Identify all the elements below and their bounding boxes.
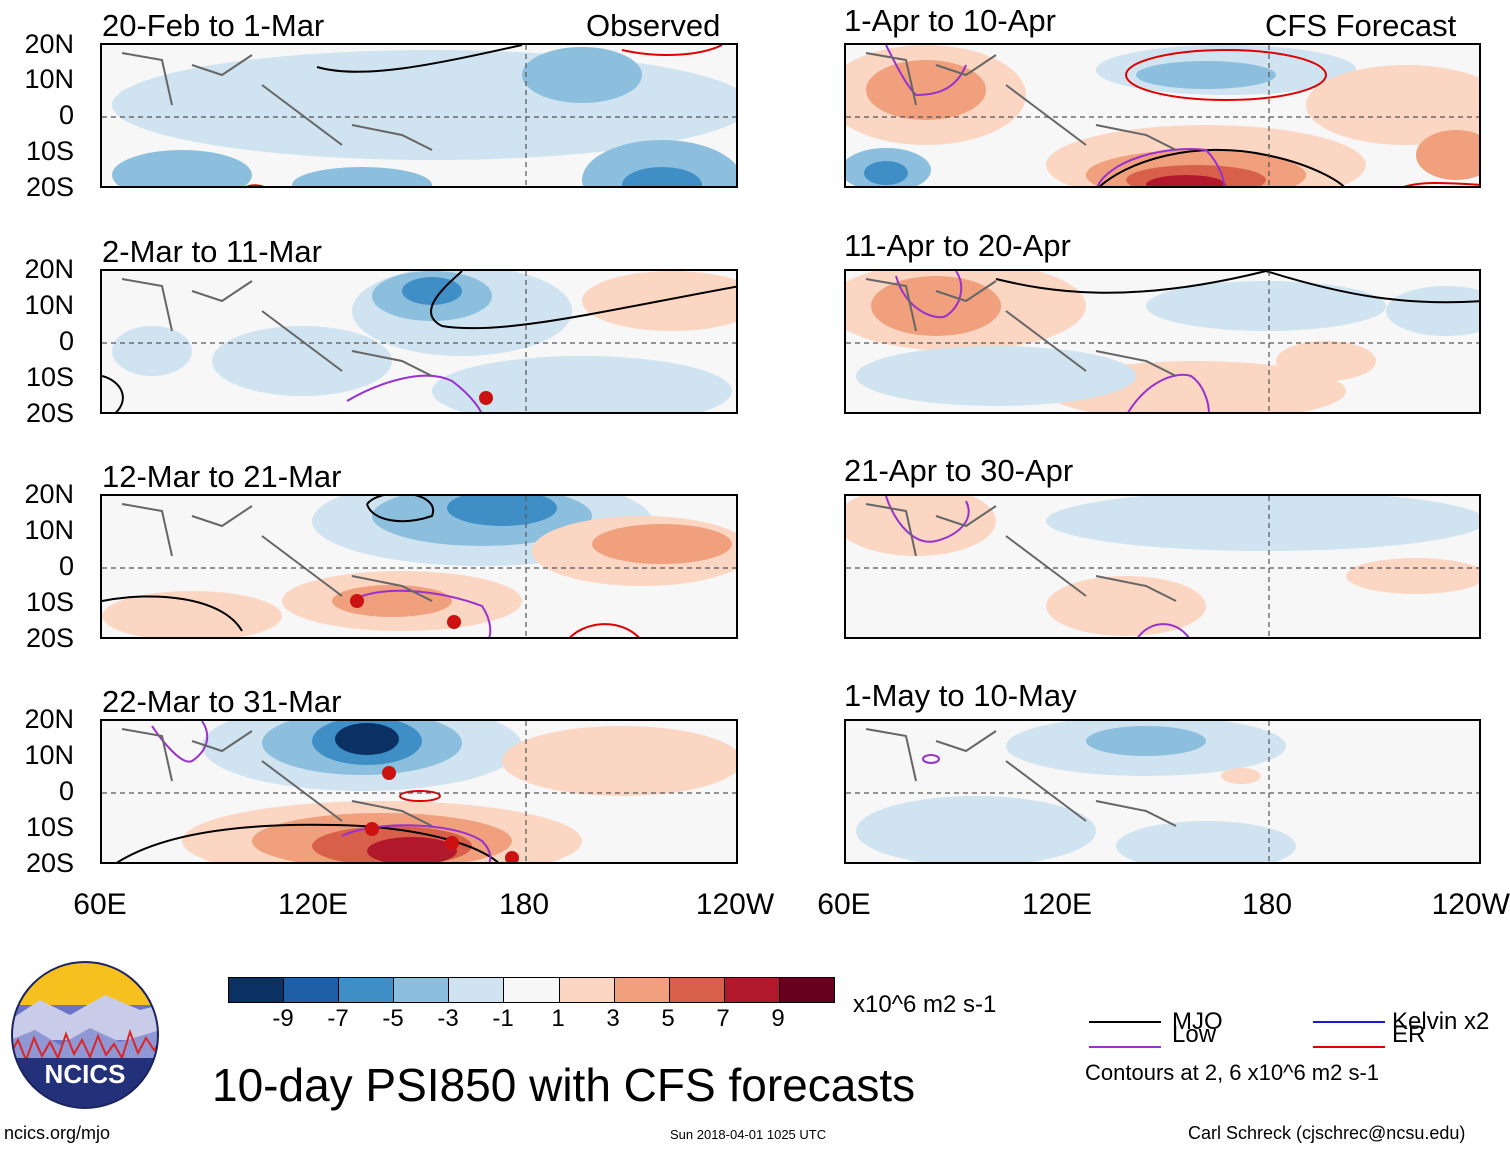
lat-label: 20S bbox=[25, 848, 74, 878]
colorbar-swatch bbox=[338, 978, 394, 1002]
colorbar-tick-label: -5 bbox=[382, 1005, 404, 1032]
lat-label: 10S bbox=[25, 812, 74, 842]
lat-label: 0 bbox=[58, 776, 74, 806]
lat-label: 10N bbox=[24, 515, 74, 545]
colorbar-tick-label: -1 bbox=[492, 1005, 514, 1032]
observed-label: Observed bbox=[586, 8, 721, 43]
lat-label: 0 bbox=[58, 326, 74, 356]
map-panel bbox=[844, 43, 1481, 188]
lat-label: 10S bbox=[25, 136, 74, 166]
forecast-label: CFS Forecast bbox=[1265, 8, 1457, 43]
credit: Carl Schreck (cjschrec@ncsu.edu) bbox=[1188, 1123, 1466, 1143]
colorbar-swatch bbox=[503, 978, 559, 1002]
map-panel bbox=[100, 269, 738, 414]
colorbar-labels: -9 -7 -5 -3 -1 1 3 5 7 9 bbox=[228, 1005, 833, 1035]
colorbar-tick-label: 9 bbox=[771, 1005, 785, 1032]
map-panel bbox=[100, 494, 738, 639]
lat-label: 20N bbox=[24, 704, 74, 734]
ncics-logo: NCICS bbox=[10, 960, 160, 1110]
lon-label: 60E bbox=[817, 888, 871, 921]
colorbar-swatch bbox=[613, 978, 669, 1002]
panel-title: 2-Mar to 11-Mar bbox=[102, 234, 322, 269]
logo-text: NCICS bbox=[45, 1059, 126, 1089]
panel-title: 1-May to 10-May bbox=[844, 678, 1077, 713]
low-legend-label: Low bbox=[1172, 1021, 1217, 1048]
map-panel bbox=[844, 494, 1481, 639]
lon-label: 120E bbox=[277, 888, 349, 921]
colorbar-swatch bbox=[558, 978, 614, 1002]
lon-label: 120E bbox=[1021, 888, 1093, 921]
lon-label: 60E bbox=[73, 888, 127, 921]
lat-label: 0 bbox=[58, 100, 74, 130]
colorbar-tick-label: 5 bbox=[661, 1005, 675, 1032]
colorbar-swatch bbox=[778, 978, 835, 1002]
colorbar-swatch bbox=[448, 978, 504, 1002]
mjo-legend-line bbox=[1089, 1021, 1161, 1023]
units-label: x10^6 m2 s-1 bbox=[853, 991, 997, 1018]
panel-title: 12-Mar to 21-Mar bbox=[102, 459, 342, 494]
map-panel bbox=[100, 719, 738, 864]
panel-title: 21-Apr to 30-Apr bbox=[844, 453, 1074, 488]
colorbar-swatch bbox=[229, 978, 284, 1002]
lat-label: 20S bbox=[25, 623, 74, 653]
site-link[interactable]: ncics.org/mjo bbox=[4, 1123, 111, 1143]
panel-title: 22-Mar to 31-Mar bbox=[102, 684, 342, 719]
map-panel bbox=[844, 269, 1481, 414]
lat-label: 10N bbox=[24, 740, 74, 770]
low-legend-line bbox=[1089, 1046, 1161, 1048]
lat-label: 20N bbox=[24, 254, 74, 284]
main-title: 10-day PSI850 with CFS forecasts bbox=[212, 1059, 916, 1111]
contour-note: Contours at 2, 6 x10^6 m2 s-1 bbox=[1085, 1060, 1380, 1085]
lat-label: 20S bbox=[25, 398, 74, 428]
er-legend-label: ER bbox=[1392, 1021, 1426, 1048]
lon-label: 120W bbox=[1431, 888, 1510, 921]
lat-label: 10S bbox=[25, 587, 74, 617]
colorbar bbox=[228, 977, 835, 1003]
lat-label: 0 bbox=[58, 551, 74, 581]
lat-label: 10S bbox=[25, 362, 74, 392]
lat-label: 20N bbox=[24, 479, 74, 509]
lon-label: 180 bbox=[1241, 888, 1293, 921]
colorbar-swatch bbox=[723, 978, 779, 1002]
lon-label: 180 bbox=[498, 888, 550, 921]
panel-title: 1-Apr to 10-Apr bbox=[844, 3, 1056, 38]
lat-label: 20N bbox=[24, 29, 74, 59]
colorbar-tick-label: -7 bbox=[327, 1005, 349, 1032]
colorbar-tick-label: -9 bbox=[272, 1005, 294, 1032]
lon-label: 120W bbox=[695, 888, 775, 921]
map-panel bbox=[100, 43, 738, 188]
panel-title: 20-Feb to 1-Mar bbox=[102, 8, 325, 43]
kelvin-legend-label: Kelvin x2 bbox=[1392, 1008, 1490, 1035]
colorbar-tick-label: 1 bbox=[551, 1005, 565, 1032]
colorbar-tick-label: 3 bbox=[606, 1005, 620, 1032]
map-panel bbox=[844, 719, 1481, 864]
colorbar-swatch bbox=[668, 978, 724, 1002]
colorbar-swatch bbox=[283, 978, 339, 1002]
panel-title: 11-Apr to 20-Apr bbox=[844, 228, 1071, 263]
kelvin-legend-line bbox=[1313, 1021, 1385, 1023]
colorbar-swatch bbox=[393, 978, 449, 1002]
lat-label: 20S bbox=[25, 172, 74, 202]
lat-label: 10N bbox=[24, 290, 74, 320]
mjo-legend-label: MJO bbox=[1172, 1008, 1223, 1035]
lat-label: 10N bbox=[24, 64, 74, 94]
colorbar-tick-label: -3 bbox=[437, 1005, 459, 1032]
er-legend-line bbox=[1313, 1046, 1385, 1048]
timestamp: Sun 2018-04-01 1025 UTC bbox=[670, 1127, 827, 1142]
colorbar-tick-label: 7 bbox=[716, 1005, 730, 1032]
